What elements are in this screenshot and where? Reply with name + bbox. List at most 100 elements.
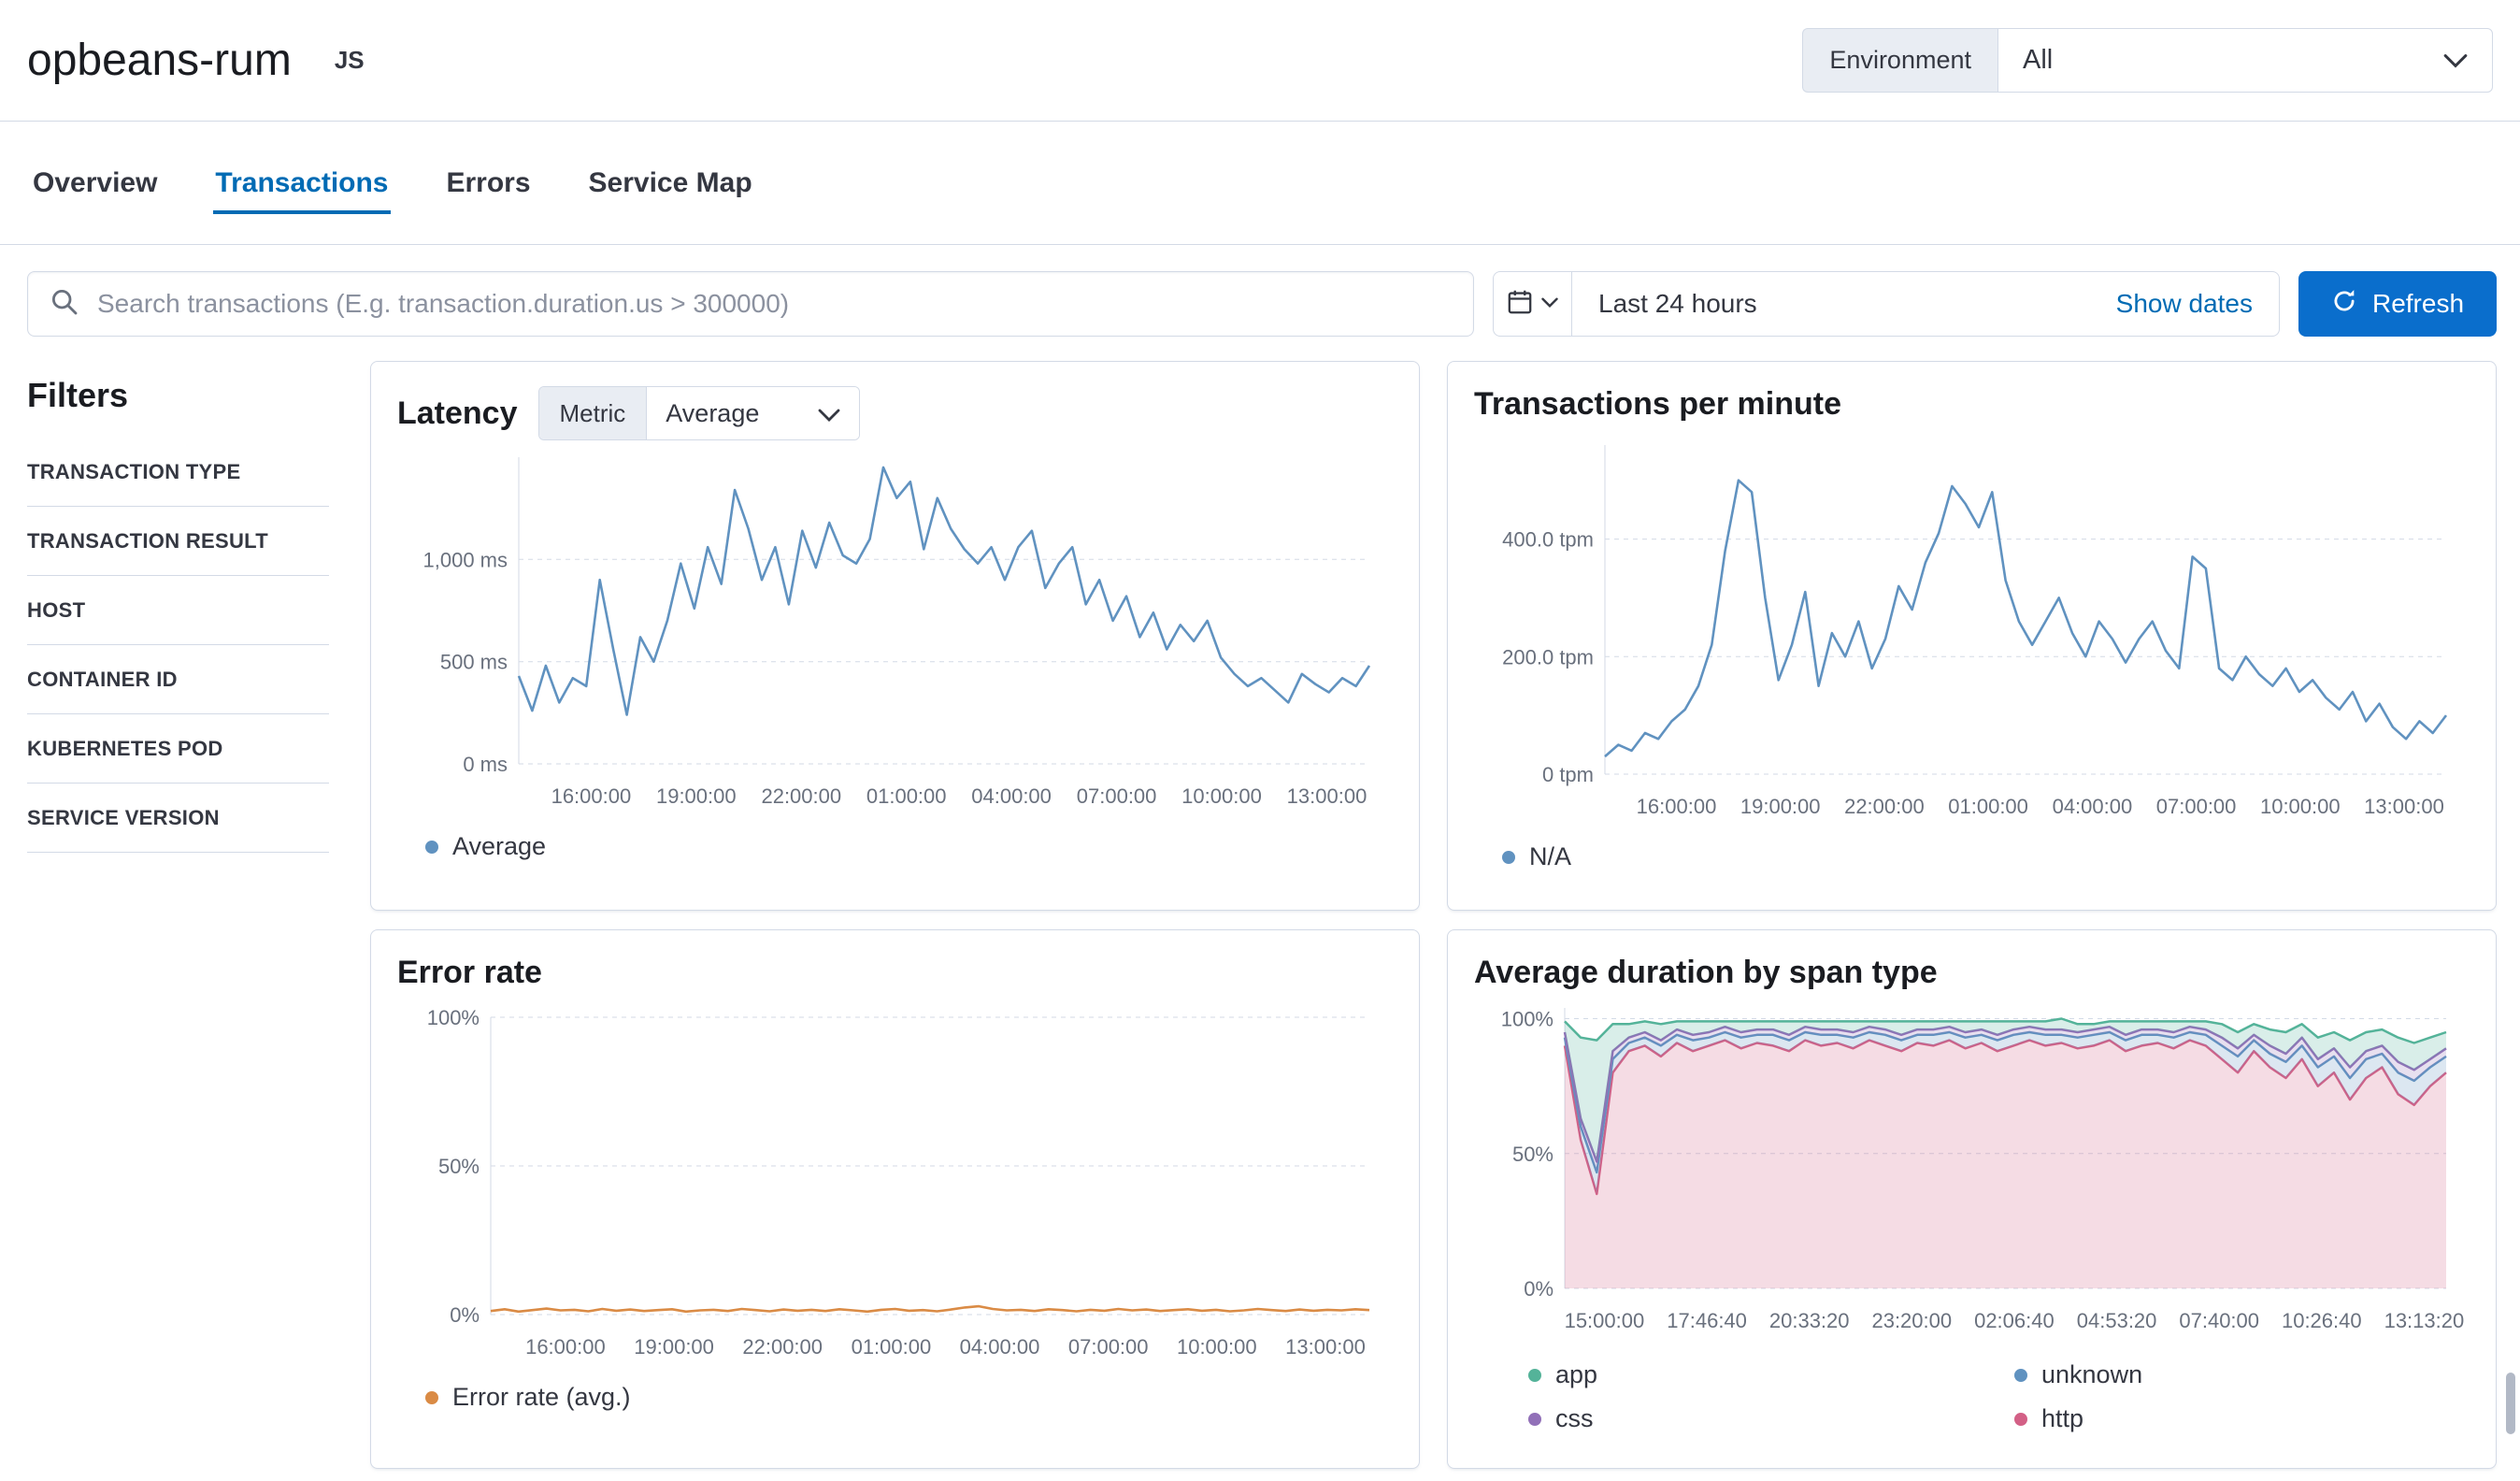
span-duration-card: Average duration by span type 0% 50% 100% 1… (1447, 929, 2497, 1469)
legend-label: N/A (1529, 842, 1572, 870)
span-duration-chart[interactable]: 0% 50% 100% 15:00:00 17:46:40 20:33:20 23:20:0… (1474, 995, 2470, 1347)
latency-card: Latency Metric Average 0 ms 500 ms 1,000 m… (370, 361, 1420, 911)
calendar-icon (1507, 289, 1533, 320)
svg-text:07:40:00: 07:40:00 (2179, 1309, 2259, 1332)
svg-text:200.0 tpm: 200.0 tpm (1502, 645, 1594, 669)
svg-text:100%: 100% (427, 1006, 480, 1029)
refresh-icon (2331, 288, 2357, 321)
svg-text:13:13:20: 13:13:20 (2384, 1309, 2465, 1332)
svg-text:22:00:00: 22:00:00 (761, 784, 841, 808)
page-scrollbar[interactable] (2506, 1373, 2515, 1434)
filters-sidebar: Filters TRANSACTION TYPE TRANSACTION RES… (27, 361, 329, 1469)
svg-text:13:00:00: 13:00:00 (2364, 795, 2444, 818)
tab-service-map[interactable]: Service Map (588, 166, 752, 198)
legend-item-na[interactable]: N/A (1502, 842, 2470, 871)
legend-dot (1502, 850, 1515, 864)
svg-text:16:00:00: 16:00:00 (1637, 795, 1717, 818)
legend-item-unknown[interactable]: unknown (2014, 1360, 2470, 1389)
tab-overview[interactable]: Overview (33, 166, 158, 198)
legend-dot (1528, 1368, 1541, 1382)
chevron-down-icon (2443, 45, 2468, 76)
search-input[interactable] (97, 289, 1451, 319)
filter-kubernetes-pod[interactable]: KUBERNETES POD (27, 714, 329, 784)
svg-text:10:00:00: 10:00:00 (1181, 784, 1262, 808)
date-quick-select-button[interactable] (1494, 272, 1572, 336)
tab-transactions[interactable]: Transactions (213, 152, 391, 214)
legend-item-average[interactable]: Average (425, 832, 1393, 861)
legend-item-css[interactable]: css (1528, 1404, 2014, 1433)
legend-label: http (2041, 1404, 2084, 1432)
legend-item-http[interactable]: http (2014, 1404, 2470, 1433)
main-content: Filters TRANSACTION TYPE TRANSACTION RES… (0, 355, 2520, 1469)
svg-text:04:00:00: 04:00:00 (960, 1335, 1040, 1359)
tpm-chart[interactable]: 0 tpm 200.0 tpm 400.0 tpm 16:00:00 19:00:00 2… (1474, 426, 2470, 833)
svg-text:50%: 50% (438, 1155, 480, 1178)
date-range-value[interactable]: Last 24 hours (1598, 289, 1757, 318)
svg-text:20:33:20: 20:33:20 (1769, 1309, 1850, 1332)
metric-select[interactable]: Average (646, 387, 860, 439)
svg-text:0%: 0% (450, 1303, 480, 1327)
chevron-down-icon (1541, 295, 1558, 312)
svg-text:19:00:00: 19:00:00 (634, 1335, 714, 1359)
metric-value: Average (666, 398, 760, 427)
search-icon (50, 288, 79, 321)
filters-title: Filters (27, 376, 129, 414)
svg-text:04:00:00: 04:00:00 (971, 784, 1052, 808)
svg-text:1,000 ms: 1,000 ms (423, 548, 508, 571)
latency-chart[interactable]: 0 ms 500 ms 1,000 ms 16:00:00 19:00:00 22:00:… (397, 444, 1393, 823)
svg-text:22:00:00: 22:00:00 (742, 1335, 823, 1359)
svg-text:10:00:00: 10:00:00 (1177, 1335, 1257, 1359)
environment-label: Environment (1802, 28, 1997, 93)
environment-select[interactable]: All (1997, 28, 2493, 93)
svg-text:0%: 0% (1524, 1277, 1554, 1301)
legend-label: app (1555, 1360, 1598, 1388)
svg-text:01:00:00: 01:00:00 (852, 1335, 932, 1359)
svg-text:16:00:00: 16:00:00 (551, 784, 632, 808)
svg-text:01:00:00: 01:00:00 (1948, 795, 2028, 818)
tab-errors[interactable]: Errors (446, 166, 531, 198)
svg-text:15:00:00: 15:00:00 (1565, 1309, 1645, 1332)
filter-host[interactable]: HOST (27, 576, 329, 645)
svg-text:16:00:00: 16:00:00 (525, 1335, 606, 1359)
error-rate-chart[interactable]: 0% 50% 100% 16:00:00 19:00:00 22:00:00 01:00:0… (397, 995, 1393, 1373)
error-rate-title: Error rate (397, 955, 542, 990)
svg-text:13:00:00: 13:00:00 (1287, 784, 1367, 808)
svg-text:400.0 tpm: 400.0 tpm (1502, 528, 1594, 552)
metric-control: Metric Average (537, 386, 861, 440)
filter-transaction-result[interactable]: TRANSACTION RESULT (27, 507, 329, 576)
svg-text:0 tpm: 0 tpm (1542, 763, 1594, 786)
svg-text:07:00:00: 07:00:00 (2156, 795, 2237, 818)
environment-filter: Environment All (1802, 28, 2493, 93)
filter-service-version[interactable]: SERVICE VERSION (27, 784, 329, 853)
svg-text:500 ms: 500 ms (440, 651, 508, 674)
legend-item-error-rate[interactable]: Error rate (avg.) (425, 1383, 1393, 1412)
metric-label: Metric (538, 387, 647, 439)
js-agent-icon: JS (334, 46, 365, 74)
legend-dot (425, 1390, 438, 1404)
refresh-button[interactable]: Refresh (2298, 271, 2497, 337)
toolbar: Last 24 hours Show dates Refresh (0, 245, 2520, 355)
filter-transaction-type[interactable]: TRANSACTION TYPE (27, 438, 329, 507)
svg-text:22:00:00: 22:00:00 (1844, 795, 1925, 818)
legend-label: unknown (2041, 1360, 2143, 1388)
svg-text:01:00:00: 01:00:00 (866, 784, 947, 808)
svg-text:100%: 100% (1501, 1008, 1554, 1031)
date-picker: Last 24 hours Show dates (1493, 271, 2280, 337)
service-header: opbeans-rum JS Environment All (0, 0, 2520, 122)
legend-item-app[interactable]: app (1528, 1360, 2014, 1389)
span-duration-title: Average duration by span type (1474, 955, 1938, 990)
svg-text:23:20:00: 23:20:00 (1871, 1309, 1952, 1332)
legend-label: Average (452, 832, 547, 860)
error-rate-card: Error rate 0% 50% 100% 16:00:00 19:00:00 22:0… (370, 929, 1420, 1469)
show-dates-button[interactable]: Show dates (2115, 289, 2253, 318)
filter-container-id[interactable]: CONTAINER ID (27, 645, 329, 714)
svg-text:10:00:00: 10:00:00 (2260, 795, 2341, 818)
legend-dot (425, 840, 438, 854)
legend-dot (2014, 1368, 2027, 1382)
svg-text:04:00:00: 04:00:00 (2053, 795, 2133, 818)
page-title: opbeans-rum (27, 36, 292, 85)
charts-grid: Latency Metric Average 0 ms 500 ms 1,000 m… (370, 361, 2497, 1469)
legend-dot (1528, 1412, 1541, 1426)
environment-value: All (2023, 45, 2054, 75)
tpm-card: Transactions per minute 0 tpm 200.0 tpm 40… (1447, 361, 2497, 911)
